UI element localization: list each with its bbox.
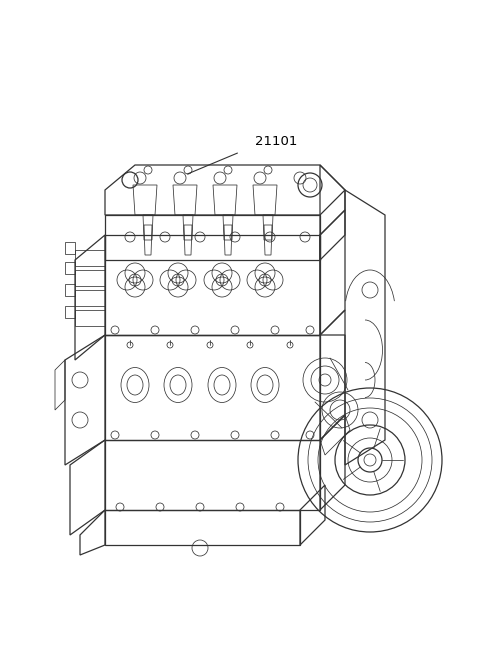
Text: 21101: 21101 bbox=[255, 135, 298, 148]
